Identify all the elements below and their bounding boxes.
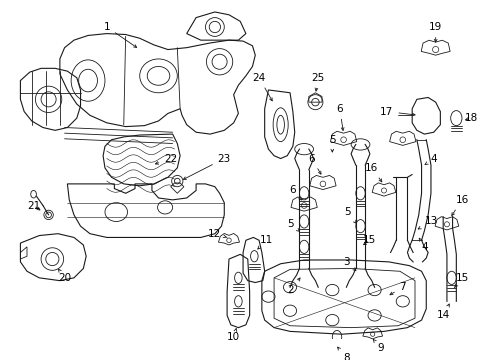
- Text: 16: 16: [365, 163, 382, 182]
- Text: 14: 14: [437, 304, 450, 320]
- Text: 6: 6: [308, 153, 321, 174]
- Text: 5: 5: [288, 219, 299, 231]
- Text: 23: 23: [183, 153, 231, 179]
- Text: 13: 13: [418, 216, 438, 229]
- Text: 16: 16: [452, 195, 468, 216]
- Text: 18: 18: [465, 113, 478, 123]
- Text: 20: 20: [58, 269, 71, 283]
- Text: 4: 4: [419, 238, 428, 252]
- Text: 3: 3: [343, 257, 356, 271]
- Text: 9: 9: [373, 339, 385, 353]
- Text: 22: 22: [155, 153, 177, 164]
- Text: 7: 7: [390, 282, 406, 295]
- Text: 5: 5: [329, 135, 336, 152]
- Text: 17: 17: [380, 107, 415, 117]
- Text: 5: 5: [344, 207, 356, 223]
- Text: 6: 6: [290, 185, 302, 200]
- Text: 6: 6: [337, 104, 344, 130]
- Text: 10: 10: [227, 329, 240, 342]
- Text: 15: 15: [363, 235, 376, 245]
- Text: 4: 4: [425, 153, 437, 165]
- Text: 24: 24: [252, 73, 272, 101]
- Text: 12: 12: [208, 229, 227, 239]
- Text: 11: 11: [258, 235, 273, 249]
- Text: 8: 8: [338, 347, 350, 360]
- Text: 25: 25: [312, 73, 325, 91]
- Text: 1: 1: [103, 22, 137, 48]
- Text: 2: 2: [288, 278, 300, 295]
- Text: 19: 19: [429, 22, 442, 42]
- Text: 15: 15: [454, 273, 468, 288]
- Text: 21: 21: [27, 201, 40, 211]
